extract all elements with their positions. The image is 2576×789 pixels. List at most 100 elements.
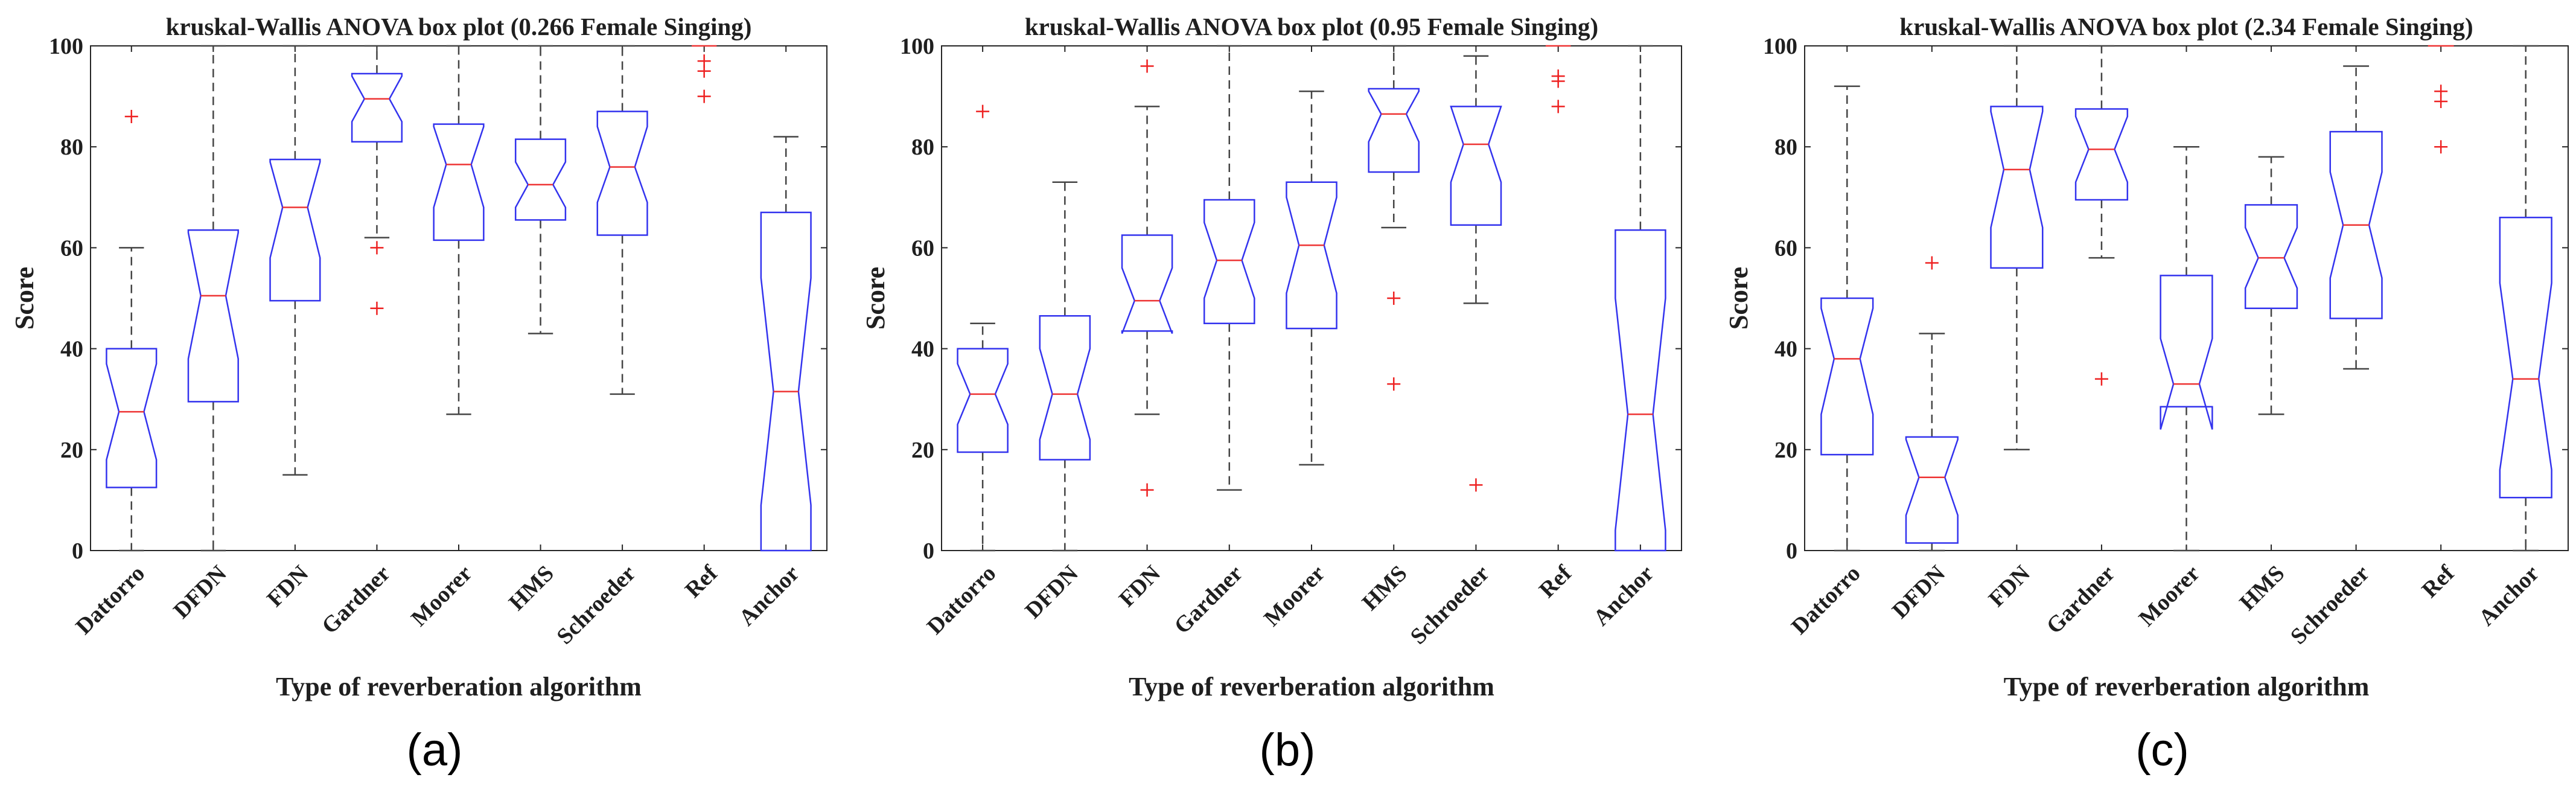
x-tick-label-gardner: Gardner xyxy=(2042,561,2120,639)
x-tick-label-schroeder: Schroeder xyxy=(2286,561,2374,650)
box-schroeder xyxy=(2329,65,2383,370)
box-anchor xyxy=(2499,45,2552,552)
y-tick-label: 0 xyxy=(923,538,934,564)
box-gardner xyxy=(351,45,403,315)
x-axis-label: Type of reverberation algorithm xyxy=(276,672,642,701)
box-moorer xyxy=(2160,145,2213,552)
box-hms xyxy=(2244,156,2298,415)
notched-box xyxy=(760,211,812,552)
x-tick-label-fdn: FDN xyxy=(262,561,313,612)
x-tick-label-schroeder: Schroeder xyxy=(1406,561,1494,650)
x-tick-label-dfdn: DFDN xyxy=(168,561,231,624)
x-tick-label-moorer: Moorer xyxy=(1259,561,1330,631)
outlier-marker xyxy=(2094,372,2108,386)
y-axis-label: Score xyxy=(861,267,890,330)
panel-label: (a) xyxy=(407,724,463,776)
box-anchor xyxy=(1615,45,1666,552)
box-ref xyxy=(691,45,717,103)
box-moorer xyxy=(433,45,485,415)
notched-box xyxy=(1450,106,1502,226)
x-tick-label-schroeder: Schroeder xyxy=(552,561,640,650)
x-tick-label-gardner: Gardner xyxy=(317,561,395,639)
box-gardner xyxy=(2074,45,2129,386)
panel-label: (b) xyxy=(1260,724,1316,776)
outlier-marker xyxy=(1551,100,1565,113)
y-tick-label: 20 xyxy=(60,438,83,463)
x-axis-label: Type of reverberation algorithm xyxy=(2004,672,2370,701)
x-tick-label-hms: HMS xyxy=(2235,561,2290,616)
chart-panel-1: 0 20 40 60 80 100 Dattorro DFDN FDN Gardner Moorer… xyxy=(10,13,827,776)
box-dfdn xyxy=(187,45,239,552)
outlier-marker xyxy=(1925,256,1939,270)
x-tick-label-hms: HMS xyxy=(504,561,559,616)
x-tick-label-anchor: Anchor xyxy=(1589,561,1659,631)
box-fdn xyxy=(1990,45,2044,451)
x-tick-label-dattorro: Dattorro xyxy=(71,561,150,640)
y-tick-label: 40 xyxy=(1774,337,1797,362)
x-tick-label-dattorro: Dattorro xyxy=(922,561,1001,640)
y-tick-label: 20 xyxy=(911,438,934,463)
x-tick-label-ref: Ref xyxy=(2417,560,2460,603)
outlier-marker xyxy=(1387,292,1401,305)
y-tick-label: 60 xyxy=(911,235,934,261)
notched-box xyxy=(1820,297,1874,456)
box-anchor xyxy=(760,136,812,552)
y-tick-label: 40 xyxy=(911,337,934,362)
notched-box xyxy=(2499,216,2552,499)
notched-box xyxy=(1121,234,1173,334)
box-hms xyxy=(514,45,567,334)
notched-box xyxy=(1203,199,1255,325)
x-tick-label-fdn: FDN xyxy=(1114,561,1165,612)
y-tick-label: 0 xyxy=(1786,538,1797,564)
box-fdn xyxy=(1121,59,1173,497)
x-tick-label-dfdn: DFDN xyxy=(1887,561,1950,624)
chart-title: kruskal-Wallis ANOVA box plot (0.95 Fema… xyxy=(1025,13,1598,40)
box-gardner xyxy=(1203,45,1255,491)
notched-box xyxy=(1286,181,1337,330)
notched-box xyxy=(596,110,648,236)
y-tick-label: 20 xyxy=(1774,438,1797,463)
y-tick-label: 100 xyxy=(900,34,934,59)
panel-label: (c) xyxy=(2135,724,2189,776)
x-tick-label-dattorro: Dattorro xyxy=(1787,561,1866,640)
notched-box xyxy=(269,158,321,302)
outlier-marker xyxy=(370,301,384,315)
box-fdn xyxy=(269,45,321,476)
box-dfdn xyxy=(1039,181,1091,552)
outlier-marker xyxy=(976,104,990,118)
y-tick-label: 80 xyxy=(1774,135,1797,160)
box-ref xyxy=(2428,45,2454,154)
x-tick-label-moorer: Moorer xyxy=(406,561,477,631)
box-dattorro xyxy=(957,104,1009,552)
y-tick-label: 60 xyxy=(60,235,83,261)
notched-box xyxy=(106,348,158,488)
x-tick-label-moorer: Moorer xyxy=(2134,561,2205,631)
y-tick-label: 0 xyxy=(72,538,83,564)
outlier-marker xyxy=(1140,59,1154,73)
outlier-marker xyxy=(124,110,138,124)
notched-box xyxy=(2244,204,2298,309)
notched-box xyxy=(1905,436,1959,544)
x-tick-label-ref: Ref xyxy=(1534,560,1577,603)
y-tick-label: 100 xyxy=(1763,34,1797,59)
box-dfdn xyxy=(1905,256,1959,552)
chart-title: kruskal-Wallis ANOVA box plot (2.34 Fema… xyxy=(1899,13,2473,40)
chart-panel-2: 0 20 40 60 80 100 Dattorro DFDN FDN Gardner Moorer… xyxy=(861,13,1682,776)
box-schroeder xyxy=(596,45,648,395)
box-dattorro xyxy=(1820,85,1874,552)
notched-box xyxy=(351,72,403,143)
x-tick-label-fdn: FDN xyxy=(1984,561,2035,612)
box-dattorro xyxy=(106,110,158,552)
notched-box xyxy=(1615,229,1666,552)
notched-box xyxy=(2329,130,2383,319)
notched-box xyxy=(1368,88,1420,173)
outlier-marker xyxy=(370,241,384,255)
x-tick-label-gardner: Gardner xyxy=(1169,561,1248,639)
x-tick-label-anchor: Anchor xyxy=(734,561,804,631)
outlier-marker xyxy=(2434,140,2448,154)
x-tick-label-ref: Ref xyxy=(680,560,723,603)
notched-box xyxy=(2074,108,2129,201)
y-axis-label: Score xyxy=(10,267,39,330)
x-tick-label-dfdn: DFDN xyxy=(1020,561,1083,624)
box-schroeder xyxy=(1450,55,1502,492)
